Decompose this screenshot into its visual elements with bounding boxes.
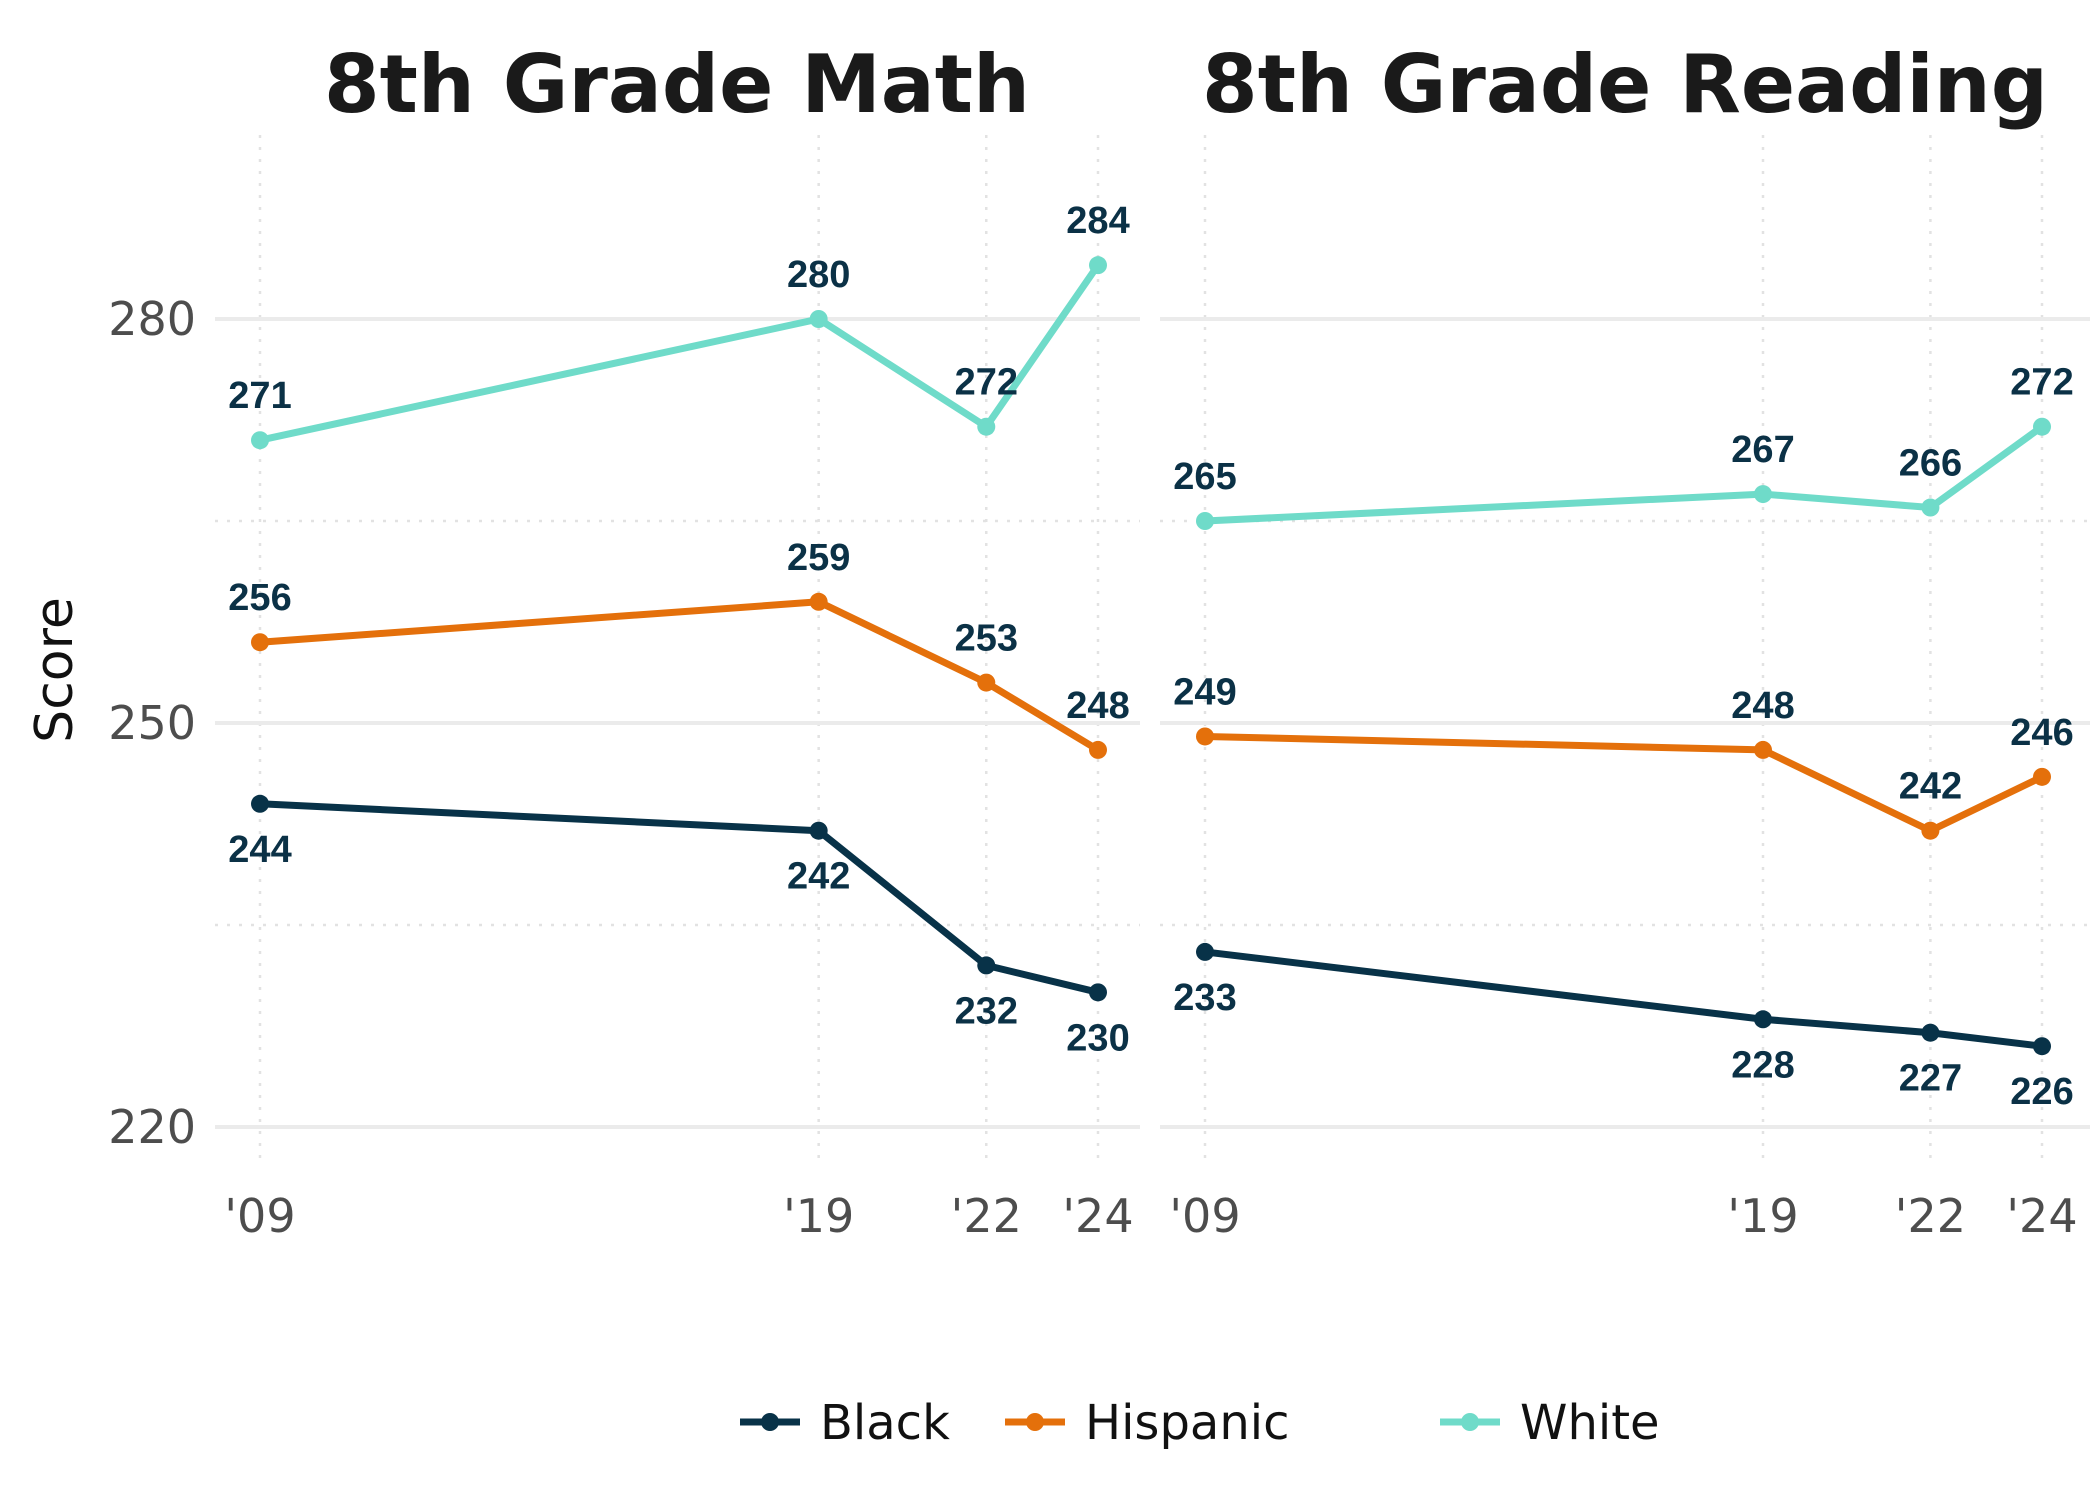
panel-reading: 8th Grade Reading '09 '19 '22 '24 233 228 227 22…	[1160, 38, 2090, 1243]
data-label: 253	[955, 618, 1018, 660]
data-point-black	[1089, 983, 1107, 1002]
data-label: 267	[1731, 429, 1794, 471]
data-label: 249	[1173, 671, 1236, 713]
series-line-hispanic	[1201, 732, 2046, 835]
legend-key-point-hispanic	[1026, 1413, 1044, 1431]
series-line-black	[1201, 948, 2046, 1050]
data-point-black	[977, 956, 996, 975]
panel-title: 8th Grade Math	[324, 38, 1030, 131]
data-point-white	[1089, 256, 1107, 275]
data-label: 227	[1899, 1058, 1962, 1100]
data-point-hispanic	[1754, 740, 1772, 759]
data-label: 233	[1173, 977, 1236, 1019]
legend-label-black: Black	[820, 1395, 950, 1451]
data-label: 230	[1066, 1017, 1129, 1059]
x-tick-label: '24	[2006, 1189, 2077, 1243]
y-axis-title: Score	[25, 597, 85, 743]
data-point-white	[977, 417, 996, 436]
y-tick-label: 220	[108, 1100, 196, 1154]
data-point-black	[2033, 1037, 2051, 1056]
data-point-white	[1921, 498, 1940, 517]
panel-math: 8th Grade Math 220 250 280 '09 '19 '22 '24 244 24…	[108, 38, 1140, 1243]
data-label: 226	[2010, 1071, 2073, 1113]
data-point-hispanic	[977, 673, 996, 692]
data-point-white	[1754, 485, 1772, 504]
data-label: 259	[787, 537, 850, 579]
data-point-black	[251, 794, 269, 813]
data-label: 272	[955, 362, 1018, 404]
series-line-hispanic	[256, 598, 1102, 754]
data-point-black	[1921, 1023, 1940, 1042]
x-tick-label: '19	[783, 1189, 854, 1243]
data-point-hispanic	[1089, 740, 1107, 759]
data-label: 272	[2010, 362, 2073, 404]
data-point-white	[251, 431, 269, 450]
data-label: 280	[787, 254, 850, 296]
data-label: 256	[228, 577, 291, 619]
data-point-hispanic	[809, 592, 828, 611]
data-label: 266	[1899, 443, 1962, 485]
data-label: 248	[1731, 685, 1794, 727]
data-label: 232	[955, 990, 1018, 1032]
legend-label-white: White	[1520, 1395, 1660, 1451]
x-tick-label: '19	[1727, 1189, 1798, 1243]
x-tick-label: '24	[1062, 1189, 1133, 1243]
data-label: 248	[1066, 685, 1129, 727]
data-point-black	[809, 821, 828, 840]
data-label: 284	[1066, 200, 1129, 242]
data-point-black	[1754, 1010, 1772, 1029]
data-point-white	[809, 310, 828, 328]
x-tick-label: '09	[224, 1189, 295, 1243]
data-point-white	[2033, 417, 2051, 436]
y-tick-label: 250	[108, 696, 196, 750]
panel-title: 8th Grade Reading	[1202, 38, 2048, 131]
series-line-white	[1201, 423, 2046, 525]
legend-label-hispanic: Hispanic	[1085, 1395, 1289, 1451]
data-label: 246	[2010, 712, 2073, 754]
data-label: 242	[1899, 766, 1962, 808]
y-tick-label: 280	[108, 292, 196, 346]
data-point-hispanic	[1921, 821, 1940, 840]
data-label: 244	[228, 829, 291, 871]
series-line-black	[256, 800, 1102, 996]
data-label: 265	[1173, 456, 1236, 498]
x-tick-label: '09	[1169, 1189, 1240, 1243]
data-point-white	[1196, 512, 1214, 530]
x-tick-label: '22	[1895, 1189, 1966, 1243]
legend-key-point-white	[1461, 1413, 1479, 1431]
data-label: 228	[1731, 1044, 1794, 1086]
legend: Black Hispanic White	[740, 1395, 1660, 1451]
x-tick-label: '22	[951, 1189, 1022, 1243]
data-label: 271	[228, 375, 291, 417]
data-point-hispanic	[1196, 727, 1214, 746]
series-line-white	[256, 261, 1102, 444]
legend-key-point-black	[761, 1413, 779, 1431]
data-point-hispanic	[251, 633, 269, 652]
data-point-hispanic	[2033, 767, 2051, 786]
data-label: 242	[787, 856, 850, 898]
data-point-black	[1196, 942, 1214, 961]
